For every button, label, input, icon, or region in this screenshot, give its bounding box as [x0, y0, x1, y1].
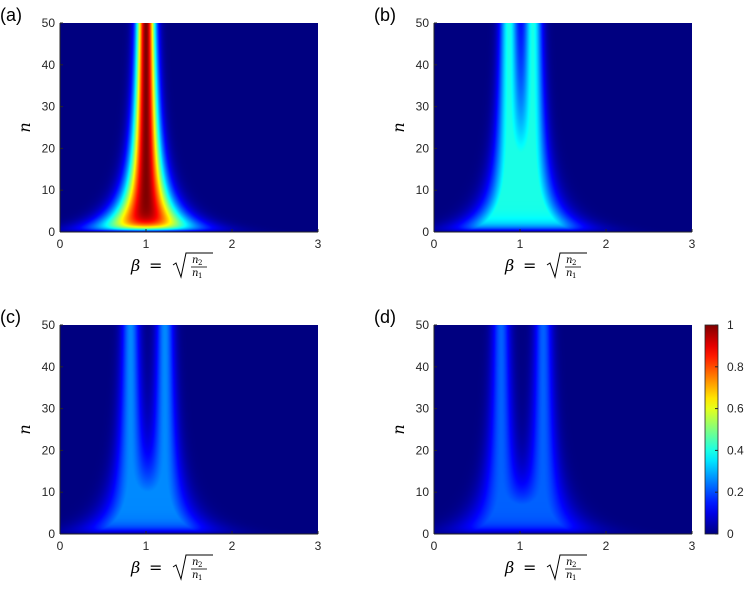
- x-label-denominator-sub: 1: [572, 272, 576, 280]
- x-axis-label: β = n 2n 1: [504, 554, 587, 582]
- x-label-denominator: n: [566, 268, 572, 279]
- x-tick-label: 3: [315, 539, 322, 553]
- y-tick-label: 0: [422, 225, 429, 239]
- colorbar: 0 0.2 0.4 0.6 0.8 1: [704, 318, 744, 541]
- x-label-numerator-sub: 2: [572, 561, 576, 569]
- y-tick-label: 40: [416, 360, 430, 374]
- x-label-numerator: n: [566, 255, 572, 266]
- y-tick-label: 40: [42, 58, 56, 72]
- colorbar-tick-label: 1: [727, 318, 734, 332]
- y-tick-label: 30: [42, 100, 56, 114]
- y-tick-label: 10: [42, 183, 56, 197]
- x-label-denominator-sub: 1: [572, 574, 576, 582]
- y-tick-label: 30: [416, 100, 430, 114]
- x-axis-label: β = n 2n 1: [130, 554, 213, 582]
- y-tick-label: 20: [416, 141, 430, 155]
- x-label-sqrt-sign: [546, 554, 587, 581]
- y-tick-label: 30: [416, 402, 430, 416]
- x-axis-label: β = n 2n 1: [504, 252, 587, 280]
- y-tick-label: 20: [42, 141, 56, 155]
- x-label-equals: =: [523, 558, 536, 577]
- colorbar-tick-label: 0.2: [727, 485, 744, 499]
- y-tick-label: 0: [48, 225, 55, 239]
- x-label-beta: β: [504, 256, 514, 275]
- x-label-numerator: n: [192, 557, 198, 568]
- heatmap-image: [60, 23, 318, 232]
- y-tick-label: 40: [42, 360, 56, 374]
- colorbar-tick-label: 0: [727, 527, 734, 541]
- x-tick-label: 2: [229, 539, 236, 553]
- panel-label: (c): [0, 307, 21, 327]
- heatmap-image: [434, 325, 692, 534]
- x-label-numerator: n: [566, 557, 572, 568]
- x-label-denominator: n: [192, 268, 198, 279]
- panel-label: (d): [374, 307, 396, 327]
- x-label-beta: β: [130, 558, 140, 577]
- panel-label: (a): [0, 5, 22, 25]
- x-label-denominator-sub: 1: [198, 272, 202, 280]
- x-label-sqrt-sign: [172, 252, 213, 279]
- colorbar-tick-label: 0.4: [727, 443, 744, 457]
- x-tick-label: 0: [431, 237, 438, 251]
- x-axis-label: β = n 2n 1: [130, 252, 213, 280]
- x-tick-label: 3: [689, 237, 696, 251]
- y-tick-label: 50: [416, 16, 430, 30]
- x-tick-label: 1: [143, 237, 150, 251]
- x-tick-label: 3: [315, 237, 322, 251]
- y-axis-label: n: [389, 424, 408, 434]
- x-tick-label: 0: [57, 237, 64, 251]
- panel-label: (b): [374, 5, 396, 25]
- x-label-numerator: n: [192, 255, 198, 266]
- y-tick-label: 10: [42, 485, 56, 499]
- y-tick-label: 10: [416, 183, 430, 197]
- x-label-denominator-sub: 1: [198, 574, 202, 582]
- y-tick-label: 0: [48, 527, 55, 541]
- y-tick-label: 50: [42, 16, 56, 30]
- y-axis-label: n: [389, 122, 408, 132]
- heatmap-image: [60, 325, 318, 534]
- x-tick-label: 1: [517, 539, 524, 553]
- y-tick-label: 20: [42, 443, 56, 457]
- x-label-equals: =: [149, 558, 162, 577]
- x-tick-label: 2: [603, 539, 610, 553]
- x-label-numerator-sub: 2: [198, 561, 202, 569]
- y-tick-label: 0: [422, 527, 429, 541]
- x-label-sqrt-sign: [546, 252, 587, 279]
- x-label-beta: β: [504, 558, 514, 577]
- x-tick-label: 2: [603, 237, 610, 251]
- x-label-numerator-sub: 2: [572, 259, 576, 267]
- y-tick-label: 50: [416, 318, 430, 332]
- x-label-equals: =: [149, 256, 162, 275]
- x-tick-label: 1: [143, 539, 150, 553]
- x-tick-label: 0: [431, 539, 438, 553]
- x-tick-label: 0: [57, 539, 64, 553]
- colorbar-tick-label: 0.8: [727, 360, 744, 374]
- y-tick-label: 10: [416, 485, 430, 499]
- y-tick-label: 50: [42, 318, 56, 332]
- y-tick-label: 20: [416, 443, 430, 457]
- y-axis-label: n: [15, 424, 34, 434]
- x-tick-label: 3: [689, 539, 696, 553]
- x-label-denominator: n: [192, 570, 198, 581]
- x-label-numerator-sub: 2: [198, 259, 202, 267]
- y-tick-label: 30: [42, 402, 56, 416]
- x-label-beta: β: [130, 256, 140, 275]
- x-label-equals: =: [523, 256, 536, 275]
- y-axis-label: n: [15, 122, 34, 132]
- y-tick-label: 40: [416, 58, 430, 72]
- x-tick-label: 2: [229, 237, 236, 251]
- heatmap-image: [434, 23, 692, 232]
- colorbar-tick-label: 0.6: [727, 402, 744, 416]
- x-tick-label: 1: [517, 237, 524, 251]
- x-label-denominator: n: [566, 570, 572, 581]
- x-label-sqrt-sign: [172, 554, 213, 581]
- colorbar-gradient: [704, 324, 719, 535]
